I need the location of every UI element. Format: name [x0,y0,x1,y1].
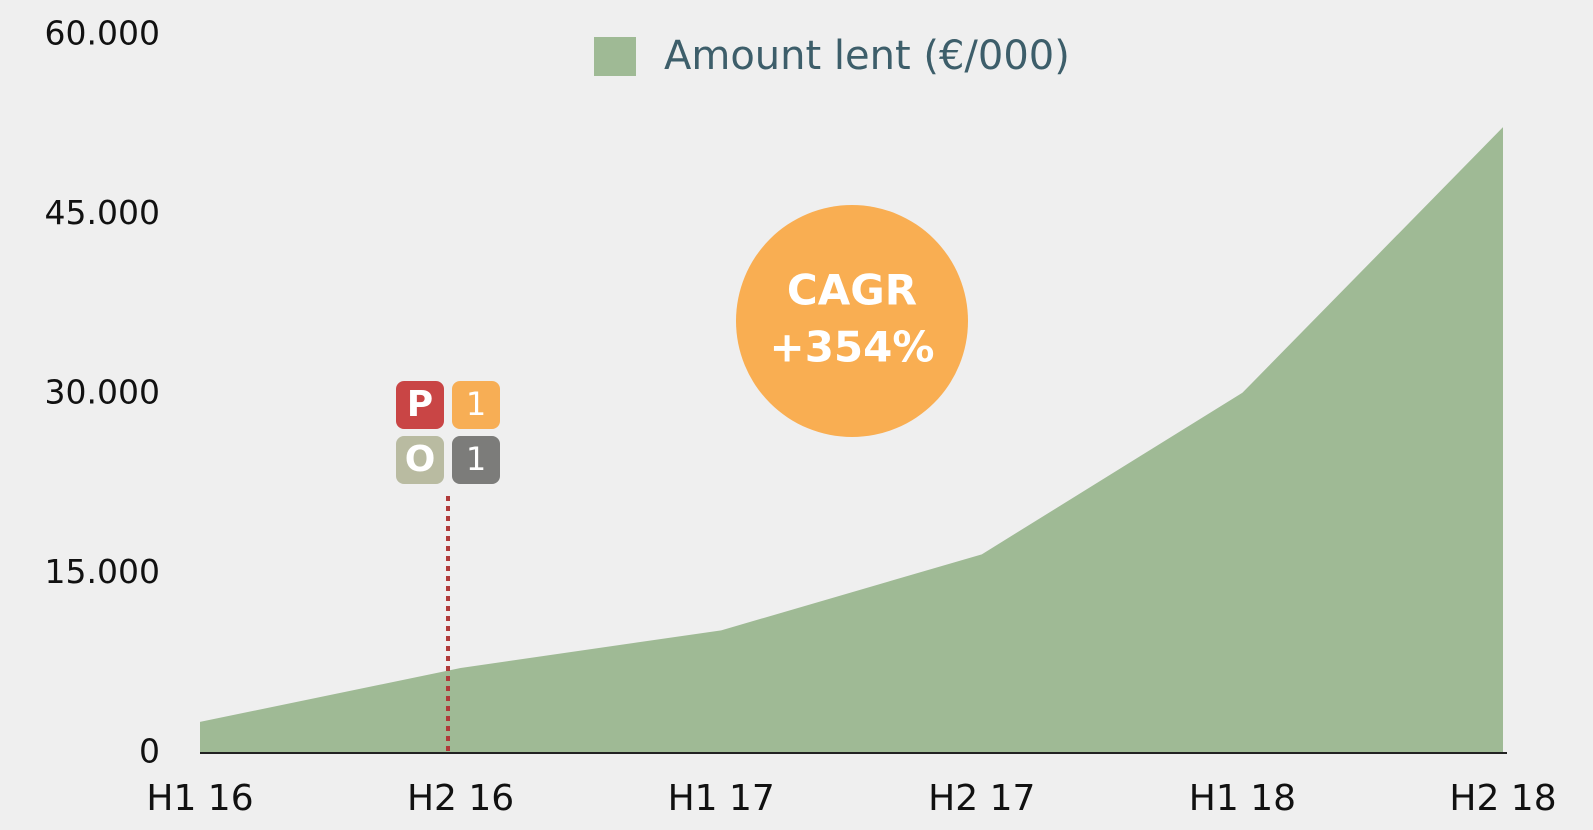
x-tick-label: H1 18 [1189,778,1296,819]
logo-letter: O [405,439,436,480]
logo: P 1 O 1 [396,381,500,484]
y-tick-label: 0 [139,732,160,771]
area [200,127,1503,754]
legend-label: Amount lent (€/000) [664,33,1070,79]
y-tick-label: 60.000 [45,14,160,53]
annotation-text: +354% [770,323,935,372]
logo-letter: 1 [466,385,486,423]
logo-tile [452,436,500,484]
annotation-text: CAGR [787,266,917,315]
legend-swatch [594,37,636,76]
logo-tile [452,381,500,429]
plot-area [200,127,1507,754]
logo-letter: P [407,384,433,425]
x-tick-label: H2 16 [407,778,514,819]
logo-tile [396,436,444,484]
y-tick-label: 15.000 [45,552,160,591]
y-tick-label: 30.000 [45,373,160,412]
x-tick-label: H2 18 [1449,778,1556,819]
x-tick-label: H1 17 [668,778,775,819]
logo-tile [396,381,444,429]
logo-letter: 1 [466,440,486,478]
annotation-circle [736,205,968,437]
x-tick-label: H1 16 [146,778,253,819]
x-tick-label: H2 17 [928,778,1035,819]
y-tick-label: 45.000 [45,193,160,232]
